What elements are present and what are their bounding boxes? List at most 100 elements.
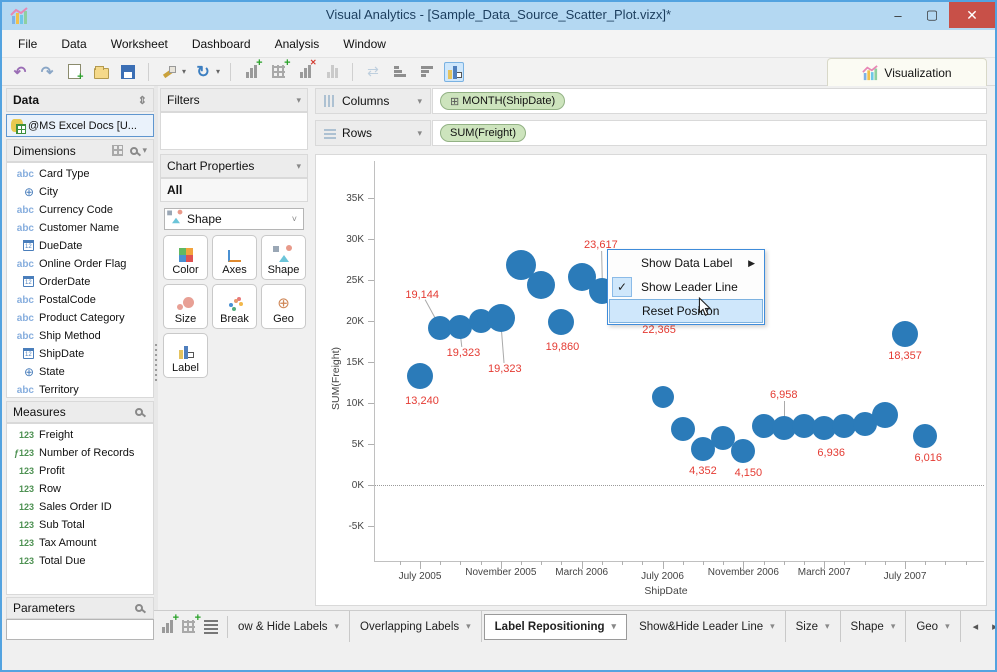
tab-scroll-right-icon[interactable]: ▸: [992, 620, 995, 633]
measure-item[interactable]: ƒ123 Number of Records: [7, 444, 153, 462]
measure-item[interactable]: 123 Sales Order ID: [7, 498, 153, 516]
chart-properties-dropdown-icon[interactable]: ▾: [296, 160, 301, 171]
worksheet-tab[interactable]: Overlapping Labels ▾: [350, 611, 482, 642]
worksheet-tab[interactable]: Size ▾: [786, 611, 841, 642]
dimensions-dropdown-icon[interactable]: ▾: [142, 145, 147, 155]
dimension-item[interactable]: OrderDate: [7, 273, 153, 291]
duplicate-worksheet-icon[interactable]: [322, 62, 342, 82]
columns-dropdown-icon[interactable]: ▾: [417, 95, 422, 106]
data-point-label[interactable]: 4,150: [734, 466, 763, 479]
dimension-item[interactable]: ShipDate: [7, 345, 153, 363]
data-point[interactable]: [892, 321, 919, 348]
data-point-label[interactable]: 19,323: [446, 346, 481, 359]
view-data-icon[interactable]: [112, 145, 124, 156]
context-menu-item-show-leader-line[interactable]: ✓ Show Leader Line: [609, 275, 763, 299]
shape-property-button[interactable]: Shape: [261, 235, 306, 280]
tab-dropdown-icon[interactable]: ▾: [825, 621, 830, 631]
data-point-label[interactable]: 19,323: [488, 362, 522, 375]
data-point[interactable]: [486, 303, 515, 332]
data-point-label[interactable]: 4,352: [689, 465, 717, 478]
menu-item-window[interactable]: Window: [343, 36, 386, 51]
dimension-item[interactable]: abc PostalCode: [7, 291, 153, 309]
menu-item-data[interactable]: Data: [61, 36, 87, 51]
parameters-input[interactable]: [6, 619, 154, 640]
geo-property-button[interactable]: Geo: [261, 284, 306, 329]
data-point-label[interactable]: 13,240: [405, 395, 439, 408]
menu-item-file[interactable]: File: [18, 36, 38, 51]
data-point[interactable]: [407, 363, 433, 390]
connect-data-icon[interactable]: [159, 62, 179, 82]
measure-item[interactable]: 123 Profit: [7, 462, 153, 480]
refresh-icon[interactable]: ↻: [196, 63, 210, 81]
connect-data-dropdown-icon[interactable]: ▾: [182, 67, 187, 76]
rows-pill[interactable]: SUM(Freight): [440, 124, 527, 142]
measure-item[interactable]: 123 Sub Total: [7, 516, 153, 534]
expand-icon[interactable]: ⊞: [450, 95, 460, 108]
columns-shelf[interactable]: ⊞ MONTH(ShipDate): [432, 88, 987, 114]
filters-shelf[interactable]: [160, 112, 308, 150]
dimension-item[interactable]: abc Card Type: [7, 165, 153, 183]
data-point[interactable]: [791, 413, 816, 438]
color-property-button[interactable]: Color: [163, 235, 208, 280]
maximize-button[interactable]: ▢: [925, 7, 939, 22]
data-point-label[interactable]: 18,357: [888, 350, 922, 363]
label-property-button[interactable]: Label: [163, 333, 208, 378]
dimension-item[interactable]: abc Online Order Flag: [7, 255, 153, 273]
menu-item-analysis[interactable]: Analysis: [274, 36, 320, 51]
data-point[interactable]: [812, 416, 837, 441]
axes-property-button[interactable]: Axes: [212, 235, 257, 280]
size-property-button[interactable]: Size: [163, 284, 208, 329]
tab-dropdown-icon[interactable]: ▾: [770, 621, 775, 631]
data-point[interactable]: [527, 270, 556, 299]
menu-item-worksheet[interactable]: Worksheet: [110, 36, 168, 51]
mark-type-select[interactable]: Shape ˅: [164, 208, 304, 230]
dimension-item[interactable]: abc Product Category: [7, 309, 153, 327]
worksheet-tab[interactable]: ow & Hide Labels ▾: [228, 611, 351, 642]
data-point[interactable]: [913, 423, 938, 448]
new-worksheet-tab-icon[interactable]: [162, 612, 179, 633]
dimension-item[interactable]: DueDate: [7, 237, 153, 255]
sort-ascending-icon[interactable]: [390, 62, 410, 82]
data-point[interactable]: [871, 402, 898, 429]
minimize-button[interactable]: –: [894, 7, 902, 23]
data-point[interactable]: [731, 438, 756, 463]
data-point[interactable]: [690, 437, 715, 462]
data-point-label[interactable]: 6,016: [914, 451, 943, 464]
sheet-list-icon[interactable]: [204, 619, 218, 634]
data-panel-collapse-icon[interactable]: ⇕: [137, 94, 147, 107]
tab-dropdown-icon[interactable]: ▾: [890, 621, 896, 631]
columns-pill[interactable]: ⊞ MONTH(ShipDate): [440, 92, 566, 110]
dimension-item[interactable]: abc Customer Name: [7, 219, 153, 237]
undo-icon[interactable]: ↶: [13, 63, 27, 81]
data-point-label[interactable]: 23,617: [584, 239, 618, 252]
measure-item[interactable]: 123 Tax Amount: [7, 534, 153, 552]
worksheet-tab[interactable]: Shape ▾: [841, 611, 907, 642]
measure-item[interactable]: 123 Total Due: [7, 552, 153, 570]
search-parameters-icon[interactable]: [135, 604, 143, 612]
sort-descending-icon[interactable]: [417, 62, 437, 82]
tab-dropdown-icon[interactable]: ▾: [334, 621, 340, 631]
search-dimensions-icon[interactable]: [130, 146, 139, 155]
worksheet-tab-active[interactable]: Label Repositioning ▾: [483, 613, 628, 640]
refresh-dropdown-icon[interactable]: ▾: [216, 67, 221, 76]
data-point-label[interactable]: 6,936: [817, 447, 845, 460]
worksheet-tab[interactable]: Show&Hide Leader Line ▾: [629, 611, 786, 642]
panel-splitter[interactable]: [154, 86, 158, 638]
save-icon[interactable]: [118, 62, 138, 82]
tab-dropdown-icon[interactable]: ▾: [945, 621, 950, 631]
rows-shelf[interactable]: SUM(Freight): [432, 120, 987, 146]
worksheet-tab[interactable]: Geo ▾: [906, 611, 961, 642]
new-dashboard-tab-icon[interactable]: [182, 612, 201, 633]
data-point[interactable]: [832, 413, 857, 438]
data-point[interactable]: [771, 415, 796, 440]
redo-icon[interactable]: ↷: [40, 63, 54, 81]
context-menu-item-reset-position[interactable]: Reset Position: [609, 299, 763, 323]
menu-item-dashboard[interactable]: Dashboard: [191, 36, 251, 51]
rows-shelf-label[interactable]: Rows ▾: [315, 120, 431, 146]
tab-dropdown-icon[interactable]: ▾: [466, 621, 471, 631]
data-point[interactable]: [751, 413, 776, 438]
new-worksheet-icon[interactable]: [241, 57, 263, 82]
filters-dropdown-icon[interactable]: ▾: [296, 94, 301, 105]
data-point[interactable]: [448, 314, 473, 339]
data-point[interactable]: [428, 316, 453, 341]
